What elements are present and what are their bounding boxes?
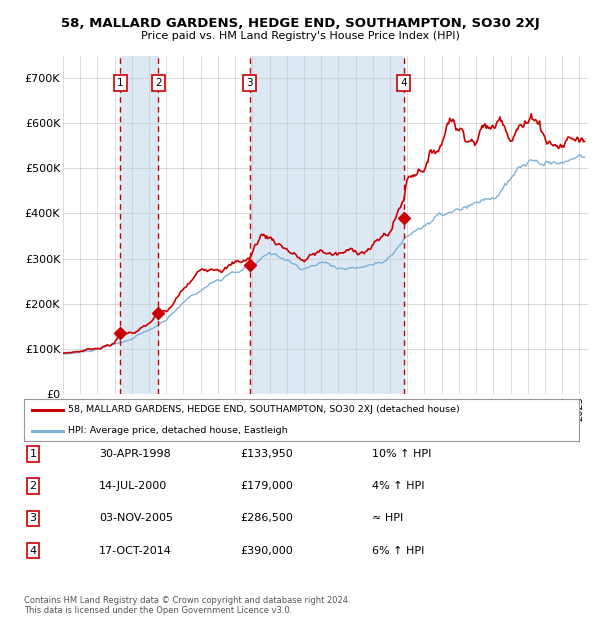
Text: Contains HM Land Registry data © Crown copyright and database right 2024.
This d: Contains HM Land Registry data © Crown c… <box>24 596 350 615</box>
Text: 4% ↑ HPI: 4% ↑ HPI <box>372 481 425 491</box>
Text: 17-OCT-2014: 17-OCT-2014 <box>99 546 172 556</box>
Text: 1: 1 <box>117 78 124 88</box>
Text: ≈ HPI: ≈ HPI <box>372 513 403 523</box>
Text: £286,500: £286,500 <box>240 513 293 523</box>
Text: 58, MALLARD GARDENS, HEDGE END, SOUTHAMPTON, SO30 2XJ: 58, MALLARD GARDENS, HEDGE END, SOUTHAMP… <box>61 17 539 30</box>
Text: 30-APR-1998: 30-APR-1998 <box>99 449 171 459</box>
Text: 4: 4 <box>400 78 407 88</box>
Bar <box>121 56 158 394</box>
Bar <box>250 56 404 394</box>
Text: £390,000: £390,000 <box>240 546 293 556</box>
Text: 2: 2 <box>29 481 37 491</box>
Text: 2: 2 <box>155 78 161 88</box>
Text: 10% ↑ HPI: 10% ↑ HPI <box>372 449 431 459</box>
Text: 58, MALLARD GARDENS, HEDGE END, SOUTHAMPTON, SO30 2XJ (detached house): 58, MALLARD GARDENS, HEDGE END, SOUTHAMP… <box>68 405 460 414</box>
Text: £133,950: £133,950 <box>240 449 293 459</box>
Text: 1: 1 <box>29 449 37 459</box>
Text: 4: 4 <box>29 546 37 556</box>
Text: £179,000: £179,000 <box>240 481 293 491</box>
Text: 03-NOV-2005: 03-NOV-2005 <box>99 513 173 523</box>
Text: 3: 3 <box>246 78 253 88</box>
Text: 3: 3 <box>29 513 37 523</box>
Text: 6% ↑ HPI: 6% ↑ HPI <box>372 546 424 556</box>
Text: HPI: Average price, detached house, Eastleigh: HPI: Average price, detached house, East… <box>68 427 288 435</box>
Text: 14-JUL-2000: 14-JUL-2000 <box>99 481 167 491</box>
Text: Price paid vs. HM Land Registry's House Price Index (HPI): Price paid vs. HM Land Registry's House … <box>140 31 460 41</box>
